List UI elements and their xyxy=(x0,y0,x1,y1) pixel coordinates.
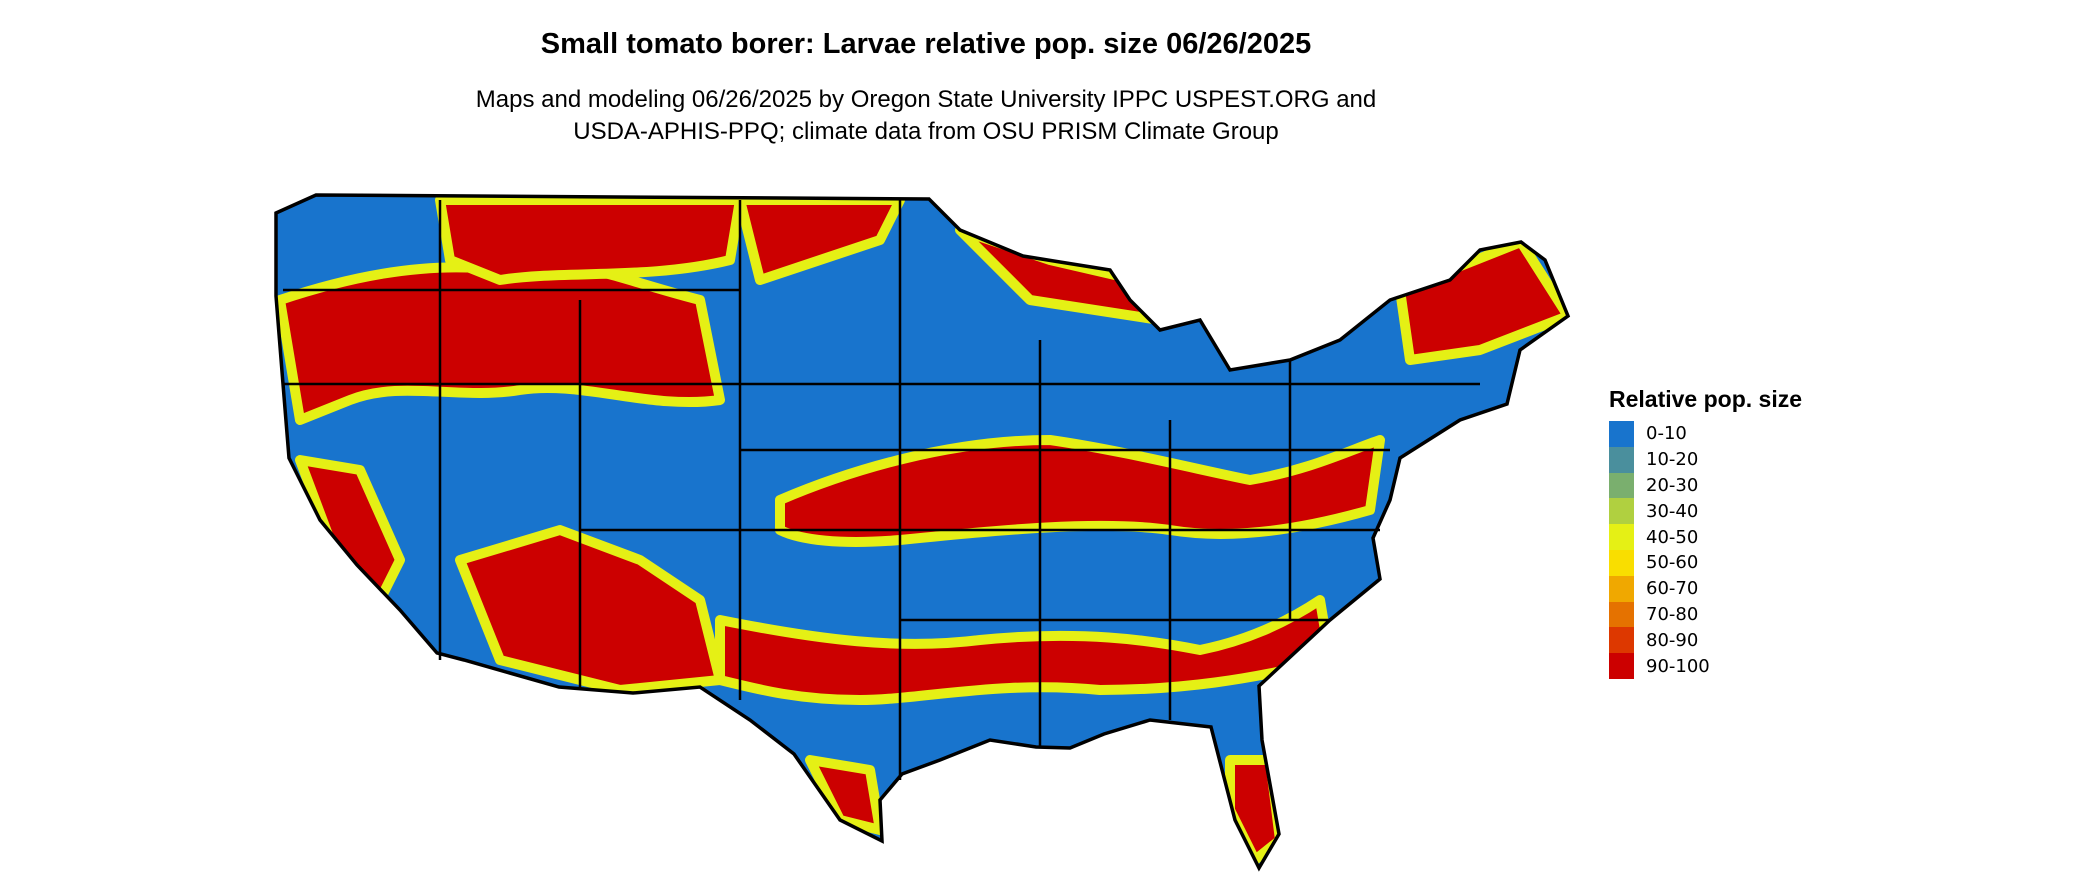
legend: Relative pop. size 0-10 10-20 20-30 30-40 40… xyxy=(1609,386,1802,679)
legend-label: 0-10 xyxy=(1646,423,1687,445)
high-population-area-northeast xyxy=(1395,237,1568,365)
legend-label: 30-40 xyxy=(1646,500,1699,522)
legend-swatch xyxy=(1609,524,1634,550)
legend-item: 60-70 xyxy=(1609,575,1802,602)
high-population-area-northwest xyxy=(276,258,725,425)
map-subtitle: Maps and modeling 06/26/2025 by Oregon S… xyxy=(0,84,1852,148)
legend-label: 80-90 xyxy=(1646,629,1699,651)
legend-label: 60-70 xyxy=(1646,578,1699,600)
state-borders xyxy=(283,200,1480,780)
legend-label: 70-80 xyxy=(1646,603,1699,625)
legend-item: 80-90 xyxy=(1609,627,1802,654)
legend-item: 30-40 xyxy=(1609,498,1802,525)
legend-swatch xyxy=(1609,627,1634,654)
legend-item: 10-20 xyxy=(1609,446,1802,473)
high-population-area-montana xyxy=(435,195,745,285)
legend-item: 40-50 xyxy=(1609,524,1802,550)
legend-label: 20-30 xyxy=(1646,474,1699,496)
legend-swatch xyxy=(1609,446,1634,473)
legend-item: 20-30 xyxy=(1609,472,1802,499)
legend-item: 70-80 xyxy=(1609,601,1802,628)
legend-item: 90-100 xyxy=(1609,653,1802,679)
legend-label: 90-100 xyxy=(1646,655,1710,677)
high-population-area-southwest xyxy=(455,525,725,695)
legend-swatch xyxy=(1609,549,1634,576)
high-population-band-central xyxy=(775,435,1385,547)
legend-label: 10-20 xyxy=(1646,449,1699,471)
legend-swatch xyxy=(1609,601,1634,628)
legend-label: 40-50 xyxy=(1646,526,1699,548)
legend-swatch xyxy=(1609,421,1634,447)
map-title: Small tomato borer: Larvae relative pop.… xyxy=(540,28,1312,60)
legend-swatch xyxy=(1609,498,1634,525)
subtitle-line-1: Maps and modeling 06/26/2025 by Oregon S… xyxy=(475,86,1377,113)
legend-swatch xyxy=(1609,575,1634,602)
legend-item: 50-60 xyxy=(1609,549,1802,576)
legend-swatch xyxy=(1609,653,1634,679)
subtitle-line-2: USDA-APHIS-PPQ; climate data from OSU PR… xyxy=(573,118,1279,145)
legend-swatch xyxy=(1609,472,1634,499)
legend-label: 50-60 xyxy=(1646,552,1699,574)
legend-item: 0-10 xyxy=(1609,421,1802,447)
legend-title: Relative pop. size xyxy=(1609,386,1803,412)
